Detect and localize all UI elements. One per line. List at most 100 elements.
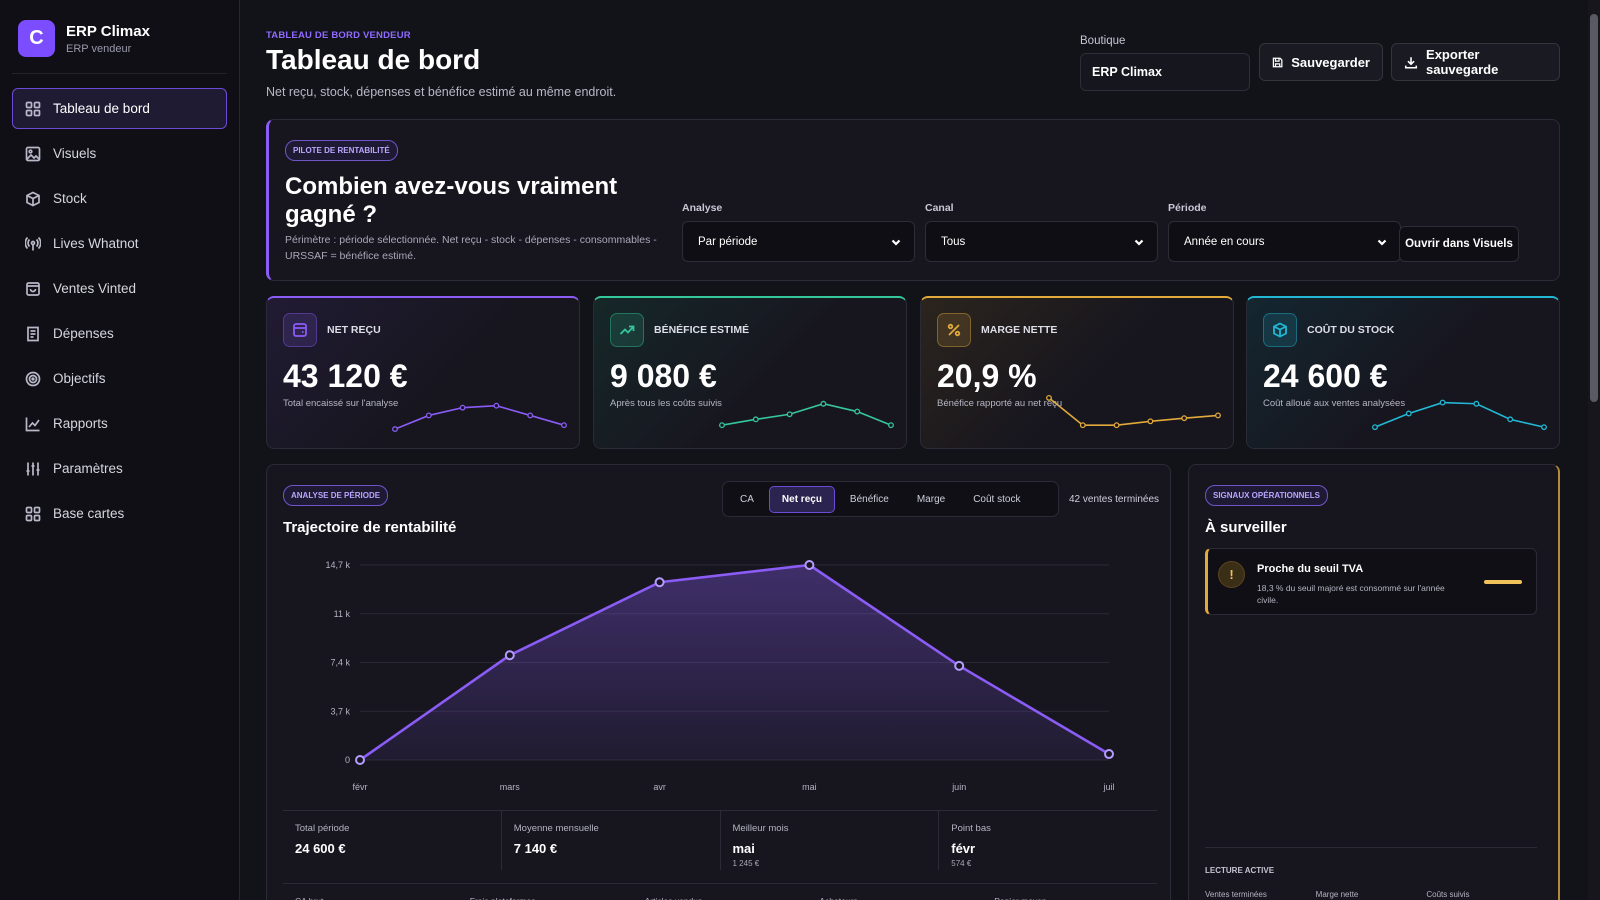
download-icon [1404, 56, 1418, 69]
vat-threshold-alert[interactable]: ! Proche du seuil TVA 18,3 % du seuil ma… [1205, 548, 1537, 615]
kpi-card-net-margin[interactable]: MARGE NETTE 20,9 % Bénéfice rapporté au … [920, 296, 1234, 449]
tab-net-recu[interactable]: Net reçu [768, 485, 835, 513]
sidebar-item-label: Stock [53, 191, 87, 206]
tab-ca[interactable]: CA [740, 493, 754, 505]
stat-label: Articles vendus [633, 884, 808, 900]
sidebar-item-label: Visuels [53, 146, 97, 161]
sidebar-item-depenses[interactable]: Dépenses [12, 313, 227, 354]
sparkline-point [493, 402, 500, 409]
sliders-icon [26, 462, 40, 475]
kpi-label: BÉNÉFICE ESTIMÉ [654, 324, 750, 336]
stat-value: févr [951, 841, 976, 856]
scrollbar-thumb[interactable] [1590, 14, 1598, 402]
dashboard-icon [25, 101, 41, 116]
shop-select[interactable]: ERP Climax [1080, 53, 1250, 91]
sidebar-item-stock[interactable]: Stock [12, 178, 227, 219]
sidebar-item-rapports[interactable]: Rapports [12, 403, 227, 444]
percent-icon [937, 313, 971, 347]
sidebar-item-base-cartes[interactable]: Base cartes [12, 493, 227, 534]
analysis-select[interactable]: Par période [682, 221, 915, 262]
stat-sub: 1 245 € [732, 859, 760, 868]
save-button[interactable]: Sauvegarder [1259, 43, 1383, 81]
stat-label: CA brut [283, 884, 458, 900]
page-subtitle: Net reçu, stock, dépenses et bénéfice es… [266, 85, 617, 99]
profitability-chart: 0 3,7 k 7,4 k 11 k 14,7 k févr mars avr mai juin j… [325, 560, 1115, 792]
sparkline-point [392, 426, 398, 433]
sparkline-point [459, 404, 466, 411]
line-chart-icon [25, 417, 40, 431]
sidebar-item-dashboard[interactable]: Tableau de bord [12, 88, 227, 129]
tab-cout-stock[interactable]: Coût stock [973, 493, 1021, 505]
period-select-value: Année en cours [1184, 235, 1265, 248]
kpi-label: NET REÇU [327, 324, 381, 336]
x-tick-label: févr [352, 782, 367, 792]
y-tick-label: 0 [345, 755, 350, 765]
chevron-down-icon [1377, 239, 1387, 246]
stat-low-point: Point bas févr 574 € [939, 811, 1157, 870]
sparkline-point [1541, 424, 1547, 431]
sidebar-item-lives-whatnot[interactable]: Lives Whatnot [12, 223, 227, 264]
kpi-card-stock-cost[interactable]: COÛT DU STOCK 24 600 € Coût alloué aux v… [1246, 296, 1560, 449]
active-reading-title: LECTURE ACTIVE [1205, 847, 1537, 875]
kpi-card-net-received[interactable]: NET REÇU 43 120 € Total encaissé sur l'a… [266, 296, 580, 449]
analysis-select-value: Par période [698, 235, 758, 248]
reading-col-label: Marge nette [1315, 890, 1359, 899]
series-area [360, 565, 1109, 760]
sidebar-item-visuels[interactable]: Visuels [12, 133, 227, 174]
sparkline-point [854, 408, 861, 415]
sparkline-point [1079, 422, 1086, 429]
sidebar-item-label: Tableau de bord [53, 101, 150, 116]
kpi-sparkline [1372, 399, 1547, 431]
data-point [654, 577, 665, 588]
x-tick-label: mars [500, 782, 520, 792]
sparkline-point [1181, 415, 1188, 422]
page-title: Tableau de bord [266, 44, 481, 75]
sparkline-point [1147, 418, 1154, 425]
channel-select[interactable]: Tous [925, 221, 1158, 262]
y-tick-label: 14,7 k [325, 560, 350, 570]
chevron-down-icon [1134, 239, 1144, 246]
kpi-sparkline [392, 402, 567, 433]
completed-sales-count: 42 ventes terminées [1069, 494, 1160, 505]
broadcast-icon [25, 236, 41, 250]
stat-label: Point bas [951, 823, 991, 834]
main-content: TABLEAU DE BORD VENDEUR Tableau de bord … [266, 0, 1560, 900]
kpi-card-estimated-profit[interactable]: BÉNÉFICE ESTIMÉ 9 080 € Après tous les c… [593, 296, 907, 449]
sidebar-nav: Tableau de bord Visuels Stock Lives What… [0, 74, 239, 552]
sidebar-item-objectifs[interactable]: Objectifs [12, 358, 227, 399]
pilot-badge: PILOTE DE RENTABILITÉ [285, 140, 398, 161]
page-scrollbar[interactable] [1588, 0, 1600, 900]
tab-benefice[interactable]: Bénéfice [849, 493, 889, 505]
chart-title: Trajectoire de rentabilité [283, 519, 457, 536]
data-point [804, 560, 815, 570]
box-icon [26, 191, 40, 206]
tab-marge[interactable]: Marge [916, 493, 946, 505]
sparkline-path [1374, 401, 1545, 428]
sidebar-item-parametres[interactable]: Paramètres [12, 448, 227, 489]
x-tick-label: juil [1102, 782, 1114, 792]
open-in-visuels-button[interactable]: Ouvrir dans Visuels [1399, 226, 1519, 262]
x-tick-label: avr [653, 782, 666, 792]
brand[interactable]: C ERP Climax ERP vendeur [12, 0, 227, 74]
export-button-label: Exporter sauvegarde [1426, 47, 1499, 77]
x-tick-label: mai [802, 782, 817, 792]
app-subtitle: ERP vendeur [66, 42, 132, 55]
stat-value: 7 140 € [513, 841, 558, 856]
stat-sub: 574 € [951, 859, 972, 868]
data-point [504, 650, 515, 661]
kpi-value: 20,9 % [937, 358, 1037, 394]
shopping-bag-icon [26, 281, 40, 296]
kpi-label: COÛT DU STOCK [1307, 324, 1395, 336]
x-tick-label: juin [951, 782, 966, 792]
period-select[interactable]: Année en cours [1168, 221, 1401, 262]
analysis-badge: ANALYSE DE PÉRIODE [283, 485, 389, 506]
active-reading-columns: Ventes terminées Marge nette Coûts suivi… [1205, 890, 1537, 899]
sparkline-point [527, 412, 534, 419]
sparkline-point [1473, 400, 1480, 407]
sidebar-item-label: Lives Whatnot [53, 236, 139, 251]
sparkline-point [1507, 416, 1514, 423]
export-backup-button[interactable]: Exporter sauvegarde [1391, 43, 1560, 81]
sparkline-point [1113, 422, 1120, 429]
sparkline-point [1439, 399, 1446, 406]
sidebar-item-ventes-vinted[interactable]: Ventes Vinted [12, 268, 227, 309]
